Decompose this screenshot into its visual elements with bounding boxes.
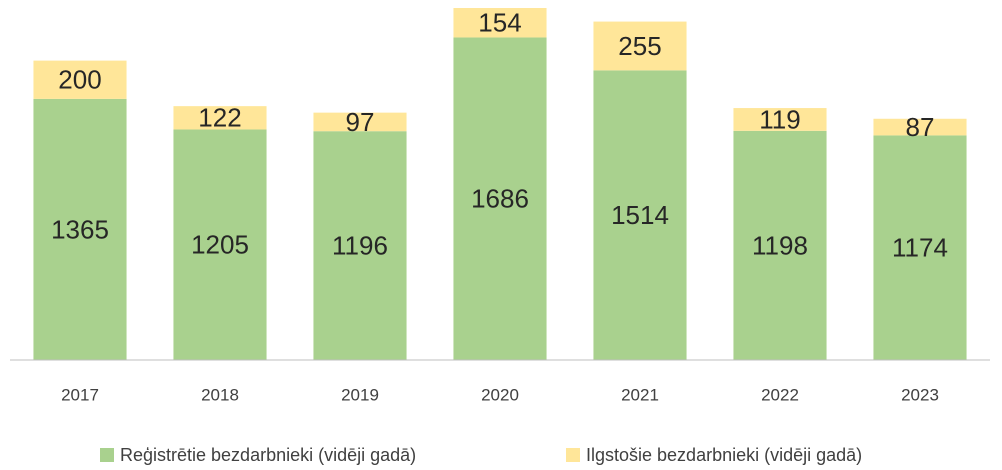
bar-segment bbox=[873, 135, 967, 360]
x-tick-label: 2018 bbox=[201, 385, 239, 404]
data-label: 119 bbox=[759, 104, 800, 134]
bar-segment bbox=[873, 118, 967, 136]
data-label: 97 bbox=[346, 107, 375, 137]
x-tick-label: 2021 bbox=[621, 385, 659, 404]
x-tick-label: 2020 bbox=[481, 385, 519, 404]
bar-segment bbox=[33, 60, 127, 99]
data-label: 1196 bbox=[332, 230, 388, 260]
data-label: 122 bbox=[198, 103, 241, 133]
x-tick-label: 2022 bbox=[761, 385, 799, 404]
legend-swatch bbox=[566, 448, 580, 462]
bar-segment bbox=[313, 131, 407, 360]
data-label: 1365 bbox=[51, 214, 109, 244]
legend-label: Ilgstošie bezdarbnieki (vidēji gadā) bbox=[586, 445, 862, 465]
bar-segment bbox=[593, 21, 687, 71]
data-label: 1174 bbox=[892, 233, 948, 263]
bar-segment bbox=[733, 108, 827, 131]
legend-swatch bbox=[100, 448, 114, 462]
x-tick-label: 2017 bbox=[61, 385, 99, 404]
bar-segment bbox=[733, 130, 827, 360]
data-label: 255 bbox=[618, 31, 661, 61]
data-label: 1198 bbox=[752, 230, 808, 260]
bar-segment bbox=[313, 112, 407, 132]
x-tick-label: 2023 bbox=[901, 385, 939, 404]
bar-segment bbox=[33, 98, 127, 360]
data-label: 154 bbox=[478, 8, 521, 38]
data-label: 87 bbox=[906, 112, 935, 142]
x-tick-label: 2019 bbox=[341, 385, 379, 404]
legend-label: Reģistrētie bezdarbnieki (vidēji gadā) bbox=[120, 445, 416, 465]
bar-segment bbox=[593, 70, 687, 360]
data-label: 1686 bbox=[471, 184, 529, 214]
bar-segment bbox=[453, 37, 547, 360]
bar-segment bbox=[173, 129, 267, 360]
data-label: 1205 bbox=[191, 230, 249, 260]
bar-segment bbox=[453, 8, 547, 38]
data-label: 1514 bbox=[611, 200, 669, 230]
data-label: 200 bbox=[58, 65, 101, 95]
bar-segment bbox=[173, 106, 267, 130]
